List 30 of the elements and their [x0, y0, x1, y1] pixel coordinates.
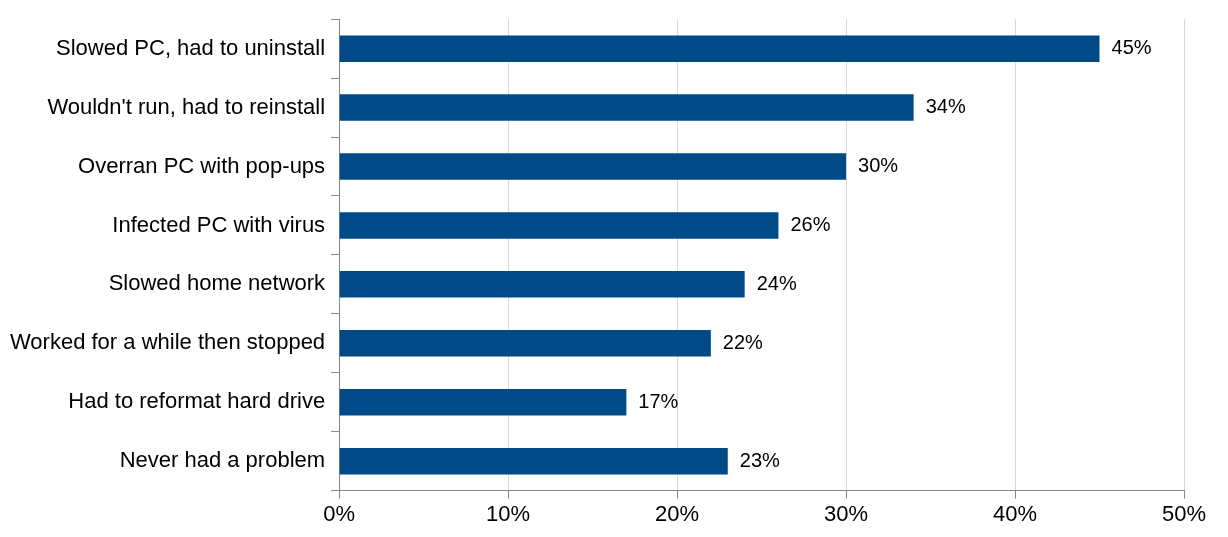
bar	[339, 388, 627, 416]
bar	[339, 330, 711, 357]
bar	[339, 94, 914, 121]
data-label: 26%	[790, 212, 831, 235]
y-tick-label: Had to reformat hard drive	[68, 388, 326, 414]
bar	[339, 153, 847, 180]
data-label: 34%	[925, 95, 966, 118]
bar	[339, 212, 779, 239]
data-label: 30%	[858, 154, 899, 177]
x-tick-label: 20%	[655, 500, 700, 526]
y-tick-label: Wouldn't run, had to reinstall	[47, 93, 326, 119]
data-label: 22%	[722, 330, 764, 353]
y-tick-label: Infected PC with virus	[112, 211, 326, 237]
x-tick-label: 40%	[993, 500, 1038, 526]
data-label: 45%	[1111, 36, 1152, 59]
x-tick-label: 0%	[323, 500, 356, 526]
y-tick-label: Slowed PC, had to uninstall	[56, 34, 326, 60]
y-tick-label: Overran PC with pop-ups	[78, 152, 326, 178]
bar	[339, 447, 728, 475]
x-tick-label: 50%	[1161, 500, 1207, 526]
bar	[339, 35, 1100, 62]
y-tick-label: Slowed home network	[108, 270, 327, 296]
data-label: 24%	[756, 271, 797, 294]
y-tick-label: Never had a problem	[119, 447, 326, 473]
y-tick-label: Worked for a while then stopped	[9, 329, 326, 355]
data-label: 23%	[739, 448, 781, 471]
x-tick-label: 30%	[824, 500, 869, 526]
x-tick-label: 10%	[486, 500, 531, 526]
data-label: 17%	[638, 389, 679, 412]
bar	[339, 271, 745, 298]
